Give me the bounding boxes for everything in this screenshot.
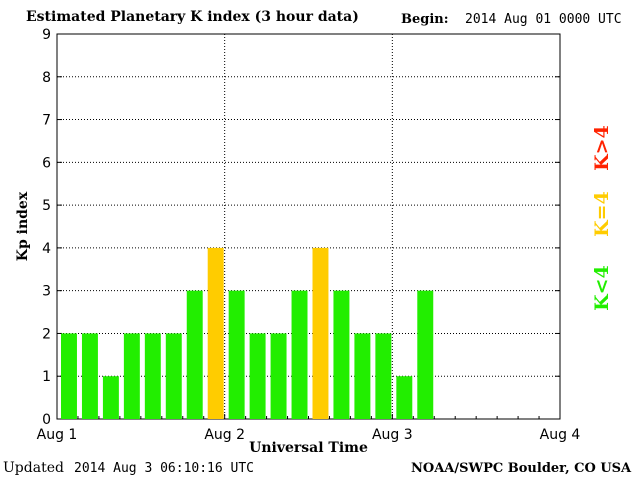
- kp-bar: [228, 290, 245, 419]
- x-tick-label: Aug 3: [372, 427, 413, 443]
- x-axis-label: Universal Time: [249, 440, 368, 456]
- legend-entry: K>4: [591, 125, 613, 171]
- y-tick-label: 1: [42, 369, 51, 385]
- kp-bar: [186, 290, 203, 419]
- kp-bar: [144, 333, 161, 419]
- begin-value: 2014 Aug 01 0000 UTC: [465, 12, 622, 27]
- kp-bar: [312, 247, 329, 419]
- kp-bar: [291, 290, 308, 419]
- kp-bar: [165, 333, 182, 419]
- chart-title: Estimated Planetary K index (3 hour data…: [26, 9, 359, 25]
- y-tick-label: 7: [42, 113, 51, 129]
- kp-bar: [81, 333, 98, 419]
- kp-bar: [61, 333, 77, 419]
- y-tick-label: 3: [42, 284, 51, 300]
- kp-bar: [123, 333, 140, 419]
- kp-bar: [207, 247, 224, 419]
- x-tick-label: Aug 1: [37, 427, 78, 443]
- kp-bar: [354, 333, 371, 419]
- kp-bar: [270, 333, 287, 419]
- credit-line: NOAA/SWPC Boulder, CO USA: [411, 461, 632, 476]
- kp-bar: [375, 333, 392, 419]
- y-tick-label: 2: [42, 326, 51, 342]
- y-tick-label: 0: [42, 412, 51, 428]
- kp-bar: [396, 376, 413, 419]
- updated-timestamp: 2014 Aug 3 06:10:16 UTC: [74, 461, 255, 476]
- x-tick-label: Aug 4: [540, 427, 581, 443]
- kp-bar: [417, 290, 434, 419]
- y-tick-label: 6: [42, 155, 51, 171]
- y-tick-label: 5: [42, 198, 51, 214]
- y-tick-label: 4: [42, 241, 51, 257]
- kp-bar: [333, 290, 350, 419]
- updated-label: Updated: [3, 460, 64, 476]
- legend-entry: K=4: [591, 191, 613, 237]
- y-tick-label: 9: [42, 27, 51, 43]
- y-axis-label: Kp index: [15, 191, 31, 261]
- x-tick-label: Aug 2: [204, 427, 245, 443]
- legend-entry: K<4: [591, 265, 613, 311]
- kp-bar: [102, 376, 119, 419]
- begin-label: Begin:: [401, 12, 449, 27]
- y-tick-label: 8: [42, 70, 51, 86]
- kp-bar: [249, 333, 266, 419]
